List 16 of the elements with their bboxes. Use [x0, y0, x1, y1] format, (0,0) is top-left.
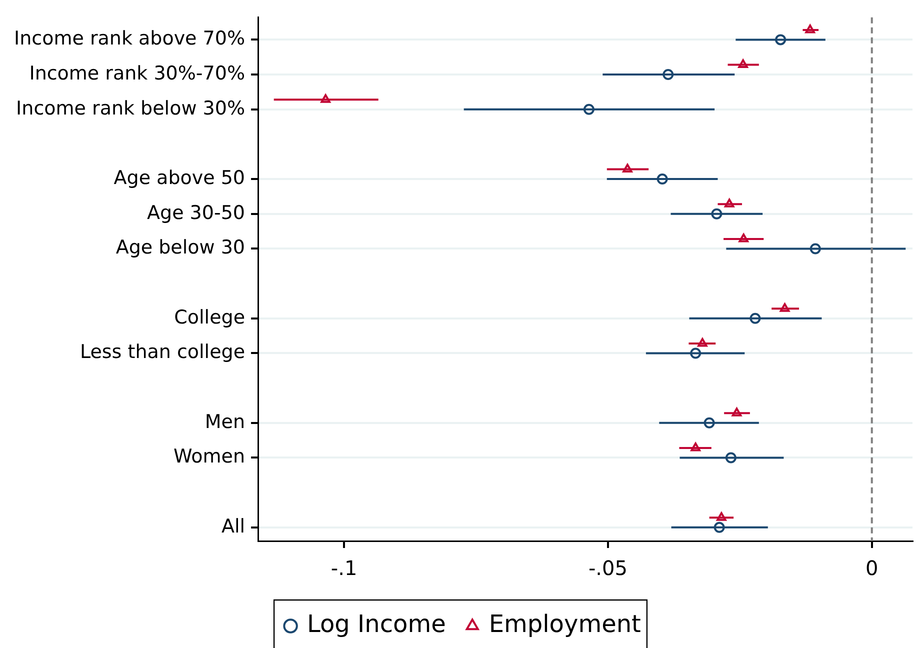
y-tick-label: Men — [204, 410, 246, 433]
x-tick-label: -.1 — [330, 556, 358, 580]
y-tick-label: College — [174, 306, 246, 328]
y-tick-label: Age 30-50 — [147, 202, 246, 224]
legend-label: Employment — [488, 610, 641, 638]
y-tick-label: All — [221, 515, 246, 538]
y-tick-label: Women — [173, 446, 246, 468]
y-tick-label: Income rank 30%-70% — [29, 62, 246, 84]
y-tick-label: Income rank below 30% — [16, 97, 246, 120]
y-tick-label: Less than college — [80, 341, 246, 364]
x-tick-label: 0 — [865, 556, 878, 580]
legend-label: Log Income — [307, 610, 446, 638]
y-tick-label: Age below 30 — [116, 236, 246, 259]
y-tick-label: Income rank above 70% — [14, 28, 246, 50]
y-tick-label: Age above 50 — [114, 166, 246, 189]
x-tick-label: -.05 — [588, 556, 628, 580]
